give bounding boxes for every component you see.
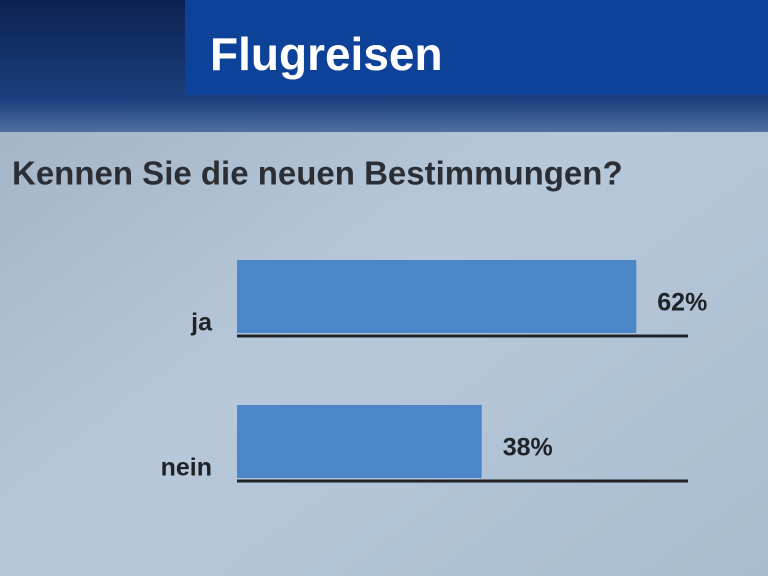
value-label: 38%	[503, 434, 553, 462]
chart-subtitle: Kennen Sie die neuen Bestimmungen?	[12, 155, 623, 192]
bar	[237, 405, 482, 478]
title-box	[185, 0, 768, 95]
value-label: 62%	[657, 289, 707, 317]
category-label: nein	[161, 454, 212, 482]
chart-title: Flugreisen	[210, 28, 443, 80]
category-label: ja	[190, 309, 213, 337]
bar	[237, 260, 637, 333]
